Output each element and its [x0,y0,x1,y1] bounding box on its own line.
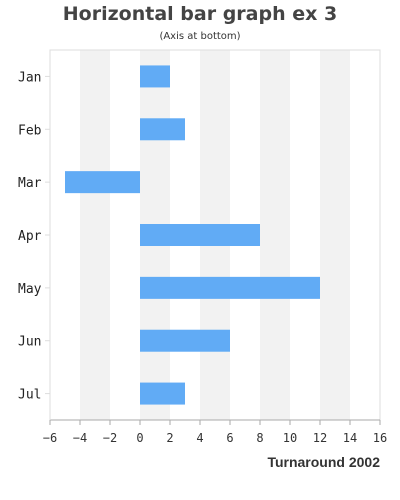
bar-jun [140,329,230,352]
grid-band [260,50,290,420]
x-tick-label: −6 [43,431,57,445]
x-tick-label: 8 [256,431,263,445]
bar-apr [140,224,260,246]
bar-mar [65,171,140,194]
bar-jan [140,65,170,88]
x-tick-label: 10 [283,431,297,445]
bar-feb [140,118,185,141]
chart-title: Horizontal bar graph ex 3 [62,3,338,25]
y-tick-label: Mar [18,176,42,191]
x-tick-label: −2 [103,431,117,445]
x-tick-label: 12 [313,431,327,445]
y-tick-label: Feb [18,123,42,138]
chart-subtitle: (Axis at bottom) [159,31,241,42]
bar-may [140,276,320,299]
x-tick-label: 0 [136,431,143,445]
x-tick-label: 6 [226,431,233,445]
y-tick-label: Apr [18,229,42,244]
y-tick-label: Jun [18,335,41,350]
x-tick-label: 16 [373,431,387,445]
x-tick-label: 14 [343,431,357,445]
y-tick-label: Jan [18,70,41,85]
y-tick-label: May [18,282,42,297]
bar-jul [140,382,185,405]
grid-band [320,50,350,420]
y-tick-label: Jul [18,388,41,403]
grid-band [80,50,110,420]
x-axis-label: Turnaround 2002 [267,454,380,470]
x-tick-label: 4 [196,431,203,445]
x-tick-label: 2 [166,431,173,445]
x-tick-label: −4 [73,431,87,445]
